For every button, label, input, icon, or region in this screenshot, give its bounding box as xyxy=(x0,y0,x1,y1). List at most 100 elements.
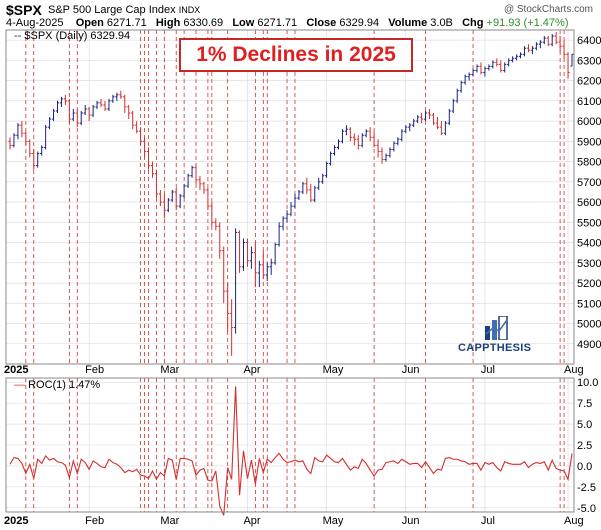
ohlc-bar xyxy=(127,104,131,120)
ohlc-bar xyxy=(269,258,273,275)
ohlc-bar xyxy=(467,72,471,81)
ohlc-bar xyxy=(495,58,499,67)
ohlc-bar xyxy=(392,141,396,152)
price-tick-label: 5200 xyxy=(577,278,601,290)
ohlc-bar xyxy=(412,119,416,128)
ohlc-bar xyxy=(518,52,523,59)
price-legend: ‐‐ $SPX (Daily) 6329.94 xyxy=(14,30,130,42)
roc-line-layer xyxy=(9,386,573,516)
logo-chart-icon xyxy=(485,316,508,340)
roc-legend-swatch: — xyxy=(14,379,25,391)
ohlc-bar xyxy=(83,104,87,116)
ohlc-bar xyxy=(79,110,83,126)
ohlc-bar xyxy=(182,183,186,199)
price-tick-label: 5000 xyxy=(577,319,601,331)
price-tick-label: 5800 xyxy=(577,157,601,169)
ohlc-bar xyxy=(427,108,432,120)
ohlc-bar xyxy=(99,98,103,107)
brand-label: @ StockCharts.com xyxy=(503,4,593,15)
ohlc-bar xyxy=(71,108,75,122)
logo-text: CAPPTHESIS xyxy=(458,342,532,354)
ohlc-bar xyxy=(507,58,511,67)
ohlc-bar xyxy=(226,283,230,332)
ohlc-bar xyxy=(285,210,289,223)
roc-tick-label: 10.0 xyxy=(577,377,598,389)
ohlc-bar xyxy=(170,189,174,203)
ohlc-bar xyxy=(526,44,531,53)
ohlc-bar xyxy=(435,117,440,130)
month-label: Aug xyxy=(564,364,584,376)
price-tick-label: 4900 xyxy=(577,339,601,351)
ohlc-bar xyxy=(107,98,111,111)
ohlc-bar xyxy=(372,131,376,148)
chg-value: +91.93 (+1.47%) xyxy=(486,17,569,29)
roc-legend-text: ROC(1) 1.47% xyxy=(28,379,101,391)
ohlc-bar xyxy=(305,177,309,194)
volume-value: 3.0B xyxy=(430,17,453,29)
volume-label: Volume xyxy=(388,17,428,29)
ohlc-bar xyxy=(455,88,459,103)
month-label: Mar xyxy=(160,515,179,527)
ohlc-bar xyxy=(20,121,24,138)
ohlc-bar xyxy=(158,189,162,207)
price-panel-frame xyxy=(5,29,575,365)
quote-line: 4-Aug-2025 Open 6271.71 High 6330.69 Low… xyxy=(6,17,568,29)
ticker-symbol: $SPX xyxy=(6,2,42,18)
ohlc-bar xyxy=(321,173,325,184)
ohlc-bar xyxy=(28,139,32,158)
price-tick-label: 5600 xyxy=(577,197,601,209)
roc-tick-label: -5.0 xyxy=(577,503,596,515)
month-label: Mar xyxy=(160,364,179,376)
ohlc-bar xyxy=(265,262,269,282)
ohlc-bar xyxy=(388,147,392,158)
ohlc-bar xyxy=(404,125,408,134)
ohlc-bar xyxy=(348,127,352,142)
year-label: 2025 xyxy=(4,364,28,376)
ohlc-bar xyxy=(336,139,341,150)
ohlc-bar xyxy=(325,161,329,178)
roc-legend: — ROC(1) 1.47% xyxy=(14,379,100,391)
month-label: Jun xyxy=(402,515,420,527)
price-tick-label: 6300 xyxy=(577,55,601,67)
capp-thesis-logo: CAPPTHESIS xyxy=(458,316,538,356)
ohlc-bar xyxy=(44,125,48,150)
ohlc-bar xyxy=(423,110,428,122)
roc-panel-frame xyxy=(5,377,575,513)
ohlc-bar xyxy=(558,36,562,53)
promo-title-box: 1% Declines in 2025 xyxy=(179,38,413,72)
ohlc-bar xyxy=(400,129,404,142)
ohlc-bar xyxy=(8,137,12,150)
ohlc-bar xyxy=(471,68,475,77)
ohlc-bar xyxy=(459,80,463,93)
ohlc-bar xyxy=(491,60,495,69)
ohlc-bar xyxy=(59,96,64,107)
ohlc-bar xyxy=(503,62,507,73)
ohlc-bar xyxy=(75,108,79,128)
ohlc-bar xyxy=(332,145,337,156)
roc-tick-label: -2.5 xyxy=(577,482,596,494)
grid-layer xyxy=(6,30,574,512)
roc-tick-label: 2.5 xyxy=(577,440,592,452)
ohlc-bar xyxy=(210,202,214,227)
ohlc-bar xyxy=(63,94,68,105)
ohlc-bar xyxy=(55,100,60,113)
ohlc-bar xyxy=(139,127,143,146)
ohlc-bar xyxy=(542,36,546,45)
ohlc-bar xyxy=(277,222,281,247)
price-tick-label: 5100 xyxy=(577,298,601,310)
month-label: Feb xyxy=(85,515,104,527)
price-tick-label: 5500 xyxy=(577,217,601,229)
ohlc-bar xyxy=(146,147,151,170)
ohlc-bar xyxy=(309,183,313,203)
chart-header: $SPX S&P 500 Large Cap Index INDX @ Stoc… xyxy=(0,0,601,30)
ohlc-bar xyxy=(174,187,178,211)
ohlc-bar xyxy=(230,299,234,356)
ohlc-bar xyxy=(194,163,198,184)
ohlc-bar xyxy=(67,98,71,124)
ohlc-bar xyxy=(293,193,297,209)
ohlc-bar xyxy=(36,151,40,168)
ohlc-bar xyxy=(103,100,107,111)
price-tick-label: 5700 xyxy=(577,177,601,189)
ohlc-bar xyxy=(451,98,455,113)
